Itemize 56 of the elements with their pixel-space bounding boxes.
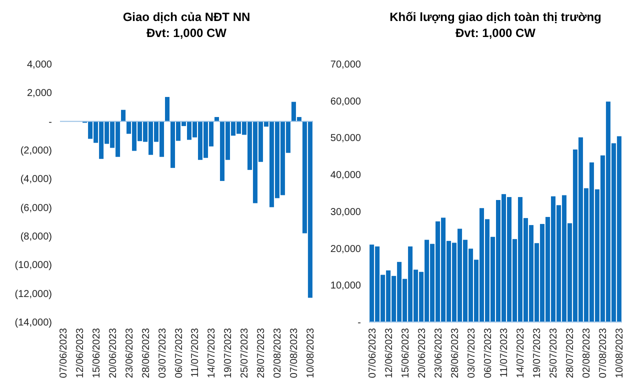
x-tick-label: 23/06/2023 bbox=[433, 328, 444, 378]
x-tick-label: 10/08/2023 bbox=[614, 328, 626, 378]
chart-title: Khối lượng giao dịch toàn thị trường bbox=[390, 10, 602, 24]
x-tick-label: 20/06/2023 bbox=[416, 328, 428, 378]
x-tick-label: 06/07/2023 bbox=[482, 328, 494, 378]
x-tick-label: 11/07/2023 bbox=[190, 328, 202, 378]
x-tick-label: 28/07/2023 bbox=[256, 328, 268, 378]
x-tick-label: 28/07/2023 bbox=[565, 328, 576, 378]
y-tick-label: (12,000) bbox=[14, 288, 52, 300]
chart-subtitle: Đvt: 1,000 CW bbox=[146, 26, 228, 40]
y-tick-label: (4,000) bbox=[20, 174, 52, 186]
x-tick-label: 02/08/2023 bbox=[582, 328, 593, 378]
x-tick-label: 14/07/2023 bbox=[206, 328, 218, 378]
chart-subtitle: Đvt: 1,000 CW bbox=[455, 26, 536, 40]
y-tick-label: 2,000 bbox=[26, 88, 52, 100]
y-tick-label: 40,000 bbox=[330, 170, 362, 182]
x-tick-label: 15/06/2023 bbox=[91, 328, 102, 378]
x-tick-label: 28/06/2023 bbox=[140, 328, 152, 378]
y-tick-label: (2,000) bbox=[20, 146, 52, 156]
y-tick-label: (6,000) bbox=[20, 202, 52, 214]
x-tick-label: 19/07/2023 bbox=[223, 328, 234, 378]
x-tick-label: 07/08/2023 bbox=[598, 328, 610, 378]
x-tick-label: 07/06/2023 bbox=[58, 328, 70, 378]
y-tick-label: - bbox=[48, 116, 52, 128]
y-tick-label: (8,000) bbox=[20, 232, 52, 242]
x-tick-label: 06/07/2023 bbox=[174, 328, 185, 378]
x-tick-label: 25/07/2023 bbox=[548, 328, 560, 378]
x-tick-label: 14/07/2023 bbox=[516, 328, 527, 378]
bar bbox=[165, 96, 170, 122]
x-tick-label: 20/06/2023 bbox=[108, 328, 119, 378]
x-tick-label: 07/08/2023 bbox=[289, 328, 300, 378]
y-tick-label: 60,000 bbox=[330, 96, 362, 108]
x-tick-label: 28/06/2023 bbox=[450, 328, 461, 378]
x-tick-label: 07/06/2023 bbox=[367, 328, 378, 378]
x-tick-label: 10/08/2023 bbox=[306, 328, 317, 378]
y-tick-label: - bbox=[358, 318, 361, 328]
x-tick-label: 02/08/2023 bbox=[272, 328, 284, 378]
x-tick-label: 23/06/2023 bbox=[124, 328, 136, 378]
bar bbox=[121, 110, 126, 122]
y-tick-label: 4,000 bbox=[26, 60, 52, 70]
y-tick-label: 20,000 bbox=[330, 244, 362, 255]
y-tick-label: (14,000) bbox=[14, 318, 52, 328]
x-tick-label: 25/07/2023 bbox=[240, 328, 251, 378]
y-tick-label: 10,000 bbox=[330, 280, 362, 292]
y-tick-label: 50,000 bbox=[330, 133, 362, 144]
x-tick-label: 12/06/2023 bbox=[384, 328, 395, 378]
x-tick-label: 03/07/2023 bbox=[466, 328, 478, 378]
x-tick-label: 15/06/2023 bbox=[400, 328, 412, 378]
x-tick-label: 11/07/2023 bbox=[499, 328, 510, 378]
chart-title: Giao dịch của NĐT NN bbox=[122, 10, 250, 24]
x-tick-label: 03/07/2023 bbox=[157, 328, 168, 378]
x-tick-label: 12/06/2023 bbox=[74, 328, 86, 378]
y-tick-label: 30,000 bbox=[330, 206, 362, 218]
x-tick-label: 19/07/2023 bbox=[532, 328, 544, 378]
y-tick-label: 70,000 bbox=[330, 60, 362, 70]
y-tick-label: (10,000) bbox=[14, 260, 52, 272]
